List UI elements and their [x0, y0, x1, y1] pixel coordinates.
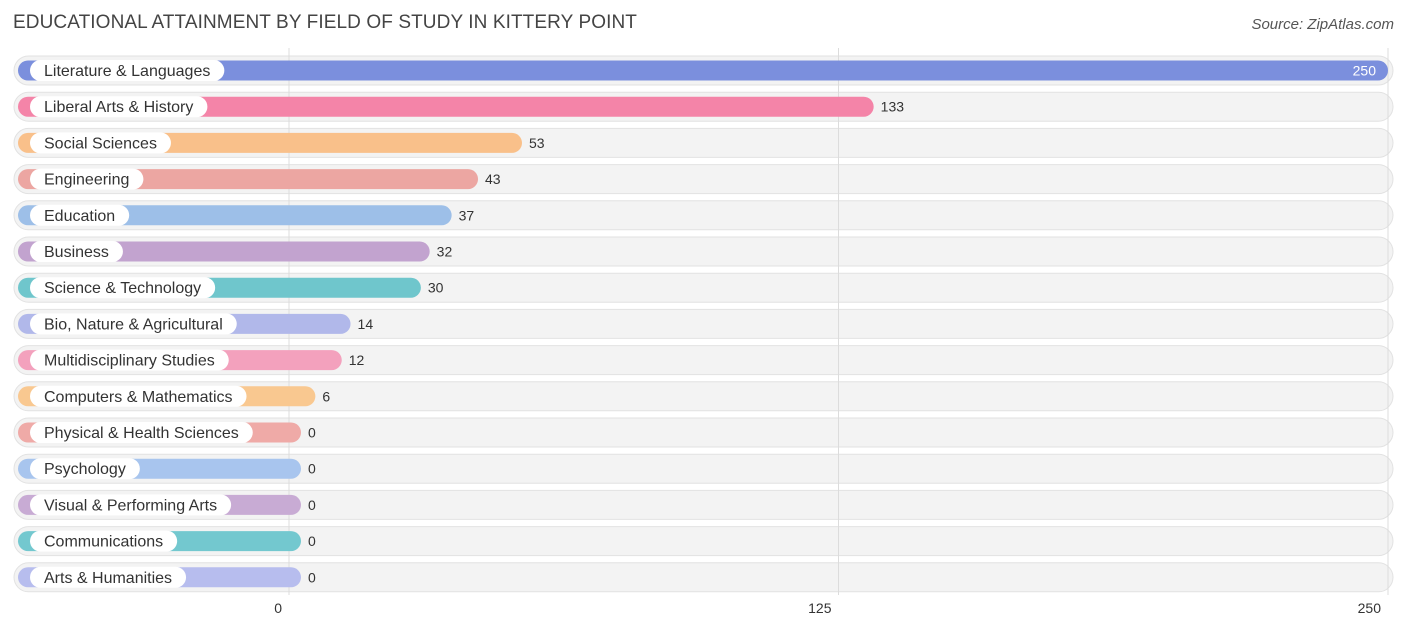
- category-label: Arts & Humanities: [44, 570, 172, 587]
- bar-row: Arts & Humanities 0: [18, 566, 316, 588]
- x-axis: 0 125 250: [274, 600, 1381, 616]
- category-label-pill: [30, 241, 123, 262]
- source-credit: Source: ZipAtlas.com: [1251, 16, 1394, 33]
- row-track: [13, 489, 1394, 520]
- bar-row: Liberal Arts & History 133: [18, 96, 905, 118]
- bar-row: Bio, Nature & Agricultural 14: [18, 313, 374, 335]
- category-label: Multidisciplinary Studies: [44, 353, 215, 370]
- row-track: [13, 417, 1394, 448]
- bar-row: Science & Technology 30: [18, 277, 444, 299]
- bar-row: Business 32: [18, 241, 452, 262]
- value-label: 53: [529, 135, 545, 151]
- category-label: Science & Technology: [44, 280, 201, 297]
- value-label: 14: [358, 316, 374, 332]
- category-label-pill: [30, 566, 187, 588]
- value-label: 0: [308, 497, 316, 513]
- bar-row: Visual & Performing Arts 0: [18, 494, 316, 516]
- value-label: 32: [437, 244, 453, 260]
- category-label: Social Sciences: [44, 135, 157, 152]
- category-label: Computers & Mathematics: [44, 389, 233, 406]
- value-label: 37: [459, 207, 475, 223]
- category-label-pill: [30, 422, 253, 443]
- category-label-pill: [30, 204, 130, 226]
- row-track: [13, 526, 1394, 557]
- row-track: [13, 308, 1394, 339]
- x-tick-label: 250: [1358, 600, 1382, 616]
- bar: [18, 60, 1388, 81]
- row-track: [13, 381, 1394, 412]
- bar-row: Education 37: [18, 204, 475, 226]
- x-tick-label: 125: [808, 600, 832, 616]
- bar-row: Psychology 0: [18, 458, 316, 480]
- value-label: 250: [1353, 63, 1377, 79]
- category-label-pill: [30, 96, 208, 118]
- bar-row: Multidisciplinary Studies 12: [18, 349, 365, 371]
- category-label: Communications: [44, 534, 163, 551]
- category-label: Bio, Nature & Agricultural: [44, 316, 223, 333]
- row-track: [13, 345, 1394, 376]
- category-label-pill: [30, 132, 171, 154]
- category-label-pill: [30, 530, 178, 552]
- category-label: Literature & Languages: [44, 63, 210, 80]
- value-label: 0: [308, 425, 316, 441]
- row-track: [13, 453, 1394, 484]
- category-label-pill: [30, 494, 232, 516]
- chart-title: EDUCATIONAL ATTAINMENT BY FIELD OF STUDY…: [13, 12, 638, 33]
- category-label-pill: [30, 349, 229, 371]
- category-label-pill: [30, 168, 144, 190]
- bar-row: Physical & Health Sciences 0: [18, 422, 316, 443]
- value-label: 12: [349, 352, 365, 368]
- category-label: Engineering: [44, 172, 129, 189]
- value-label: 6: [322, 388, 330, 404]
- category-label-pill: [30, 385, 247, 407]
- value-label: 0: [308, 533, 316, 549]
- row-track: [13, 562, 1394, 593]
- value-label: 0: [308, 461, 316, 477]
- bar-row: Engineering 43: [18, 168, 501, 190]
- category-label: Education: [44, 208, 115, 225]
- bar-row: Social Sciences 53: [18, 132, 545, 154]
- category-label: Business: [44, 244, 109, 261]
- bar-row: Computers & Mathematics 6: [18, 385, 330, 407]
- x-tick-label: 0: [274, 600, 282, 616]
- category-label-pill: [30, 60, 225, 81]
- category-label-pill: [30, 458, 140, 480]
- bar: [18, 96, 874, 117]
- category-label: Physical & Health Sciences: [44, 425, 239, 442]
- category-label: Psychology: [44, 461, 126, 478]
- value-label: 133: [881, 99, 905, 115]
- category-label-pill: [30, 313, 237, 335]
- category-label: Visual & Performing Arts: [44, 497, 217, 514]
- category-label: Liberal Arts & History: [44, 99, 193, 116]
- value-label: 0: [308, 569, 316, 585]
- bar-row: Literature & Languages 250: [18, 60, 1388, 81]
- category-label-pill: [30, 277, 216, 299]
- value-label: 30: [428, 280, 444, 296]
- value-label: 43: [485, 171, 501, 187]
- bars: Literature & Languages 250 Liberal Arts & …: [18, 60, 1388, 588]
- bar-row: Communications 0: [18, 530, 316, 552]
